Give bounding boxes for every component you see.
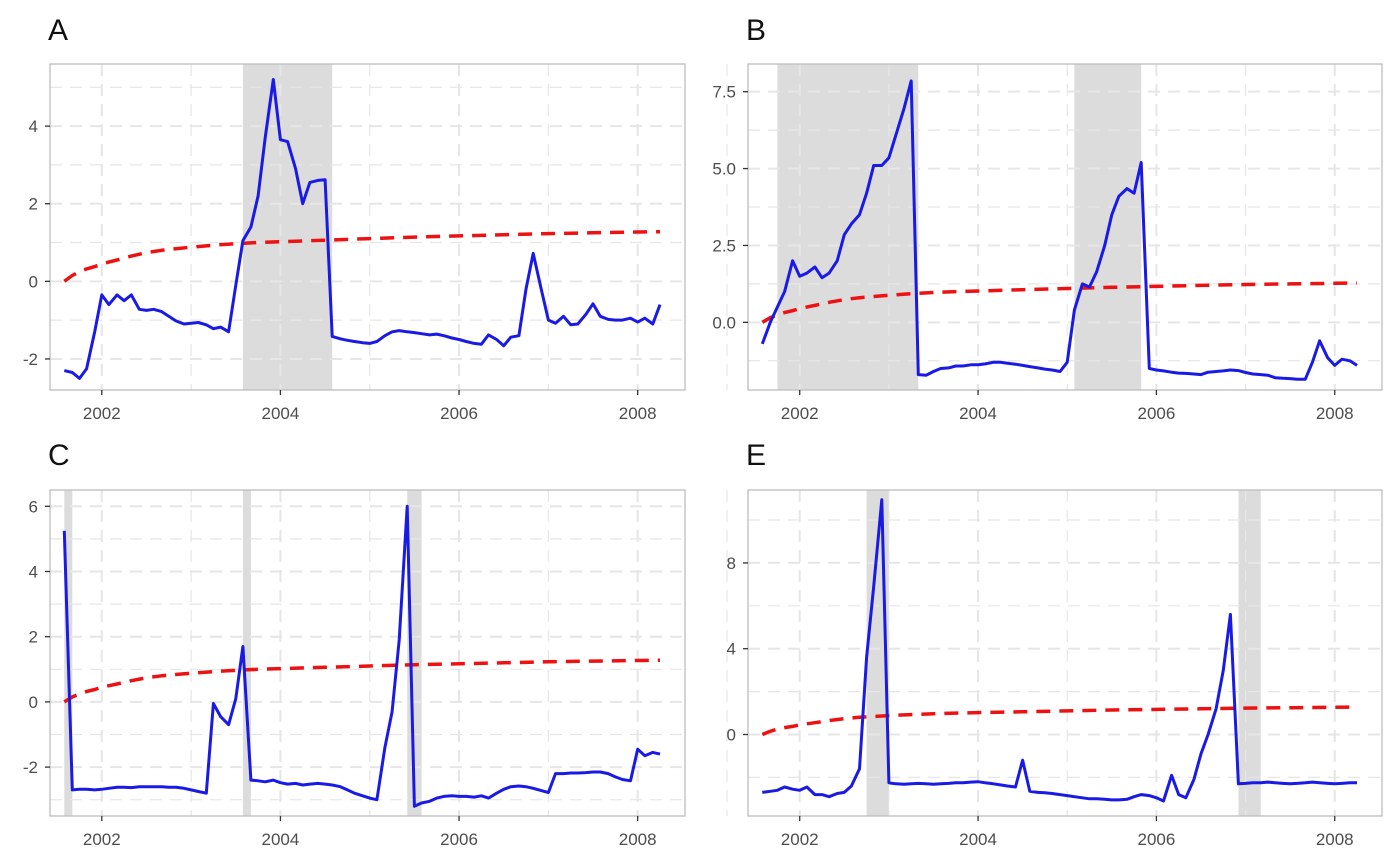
observed-line-p1 <box>760 79 1358 381</box>
x-tick-label-p2-1: 2004 <box>262 830 300 849</box>
x-tick-label-p1-3: 2008 <box>1316 404 1354 423</box>
x-tick-label-p3-0: 2002 <box>781 830 819 849</box>
panel-label-e: E <box>746 439 766 472</box>
panel-b: B 2002 2004 2006 2008 0.0 2.5 5.0 7.5 <box>712 14 1383 423</box>
y-tick-label-p2-1: 0 <box>29 693 38 712</box>
panel-a: A 2002 2004 2006 2008 -2 0 2 4 <box>23 14 728 423</box>
panel-e: E 2002 2004 2006 2008 0 4 8 <box>727 439 1383 849</box>
x-tick-label-p0-2: 2006 <box>440 404 478 423</box>
plot-c: 2002 2004 2006 2008 -2 0 2 4 6 <box>23 489 728 849</box>
plot-frame-p0 <box>49 63 686 391</box>
plot-background <box>748 490 1382 816</box>
x-tick-label-p1-1: 2004 <box>959 404 997 423</box>
shaded-period-p3-1 <box>1238 490 1261 816</box>
observed-line-p3 <box>762 498 1357 803</box>
y-tick-label-p3-1: 4 <box>727 640 736 659</box>
baseline-line-p0 <box>63 229 661 283</box>
y-tick-label-p2-2: 2 <box>29 628 38 647</box>
y-tick-label-p1-3: 7.5 <box>712 83 736 102</box>
observed-line-p2 <box>62 504 661 808</box>
plot-frame-p1 <box>747 63 1383 391</box>
plot-frame-p2 <box>49 489 686 817</box>
x-tick-label-p2-2: 2006 <box>440 830 478 849</box>
plot-e: 2002 2004 2006 2008 0 4 8 <box>727 489 1383 849</box>
plot-frame-p3 <box>747 489 1383 817</box>
y-tick-label-p2-4: 6 <box>29 497 38 516</box>
y-tick-label-p3-0: 0 <box>727 726 736 745</box>
y-tick-label-p2-0: -2 <box>23 758 38 777</box>
y-tick-label-p0-1: 0 <box>29 272 38 291</box>
shaded-period-p0-0 <box>242 64 333 390</box>
x-tick-label-p3-2: 2006 <box>1137 830 1175 849</box>
panel-label-b: B <box>746 14 766 47</box>
plot-background <box>50 490 685 816</box>
y-tick-label-p1-2: 5.0 <box>712 160 736 179</box>
x-tick-label-p0-0: 2002 <box>83 404 121 423</box>
plot-b: 2002 2004 2006 2008 0.0 2.5 5.0 7.5 <box>712 63 1383 423</box>
x-tick-label-p2-0: 2002 <box>83 830 121 849</box>
y-tick-label-p0-3: 4 <box>29 117 38 136</box>
y-tick-label-p1-1: 2.5 <box>712 236 736 255</box>
x-tick-label-p1-2: 2006 <box>1137 404 1175 423</box>
x-tick-label-p2-3: 2008 <box>619 830 657 849</box>
observed-line-p0 <box>63 78 662 380</box>
baseline-line-p2 <box>63 658 661 704</box>
y-tick-label-p0-2: 2 <box>29 195 38 214</box>
y-tick-label-p0-0: -2 <box>23 350 38 369</box>
x-tick-label-p0-3: 2008 <box>619 404 657 423</box>
panel-label-a: A <box>48 14 68 47</box>
x-tick-label-p1-0: 2002 <box>781 404 819 423</box>
y-tick-label-p3-2: 8 <box>727 554 736 573</box>
y-tick-label-p2-3: 4 <box>29 563 38 582</box>
x-tick-label-p0-1: 2004 <box>262 404 300 423</box>
panel-label-c: C <box>48 439 70 472</box>
panel-c: C 2002 2004 2006 2008 -2 0 2 4 6 <box>23 439 728 849</box>
x-tick-label-p3-1: 2004 <box>959 830 997 849</box>
plot-background <box>50 64 685 390</box>
plot-a: 2002 2004 2006 2008 -2 0 2 4 <box>23 63 728 423</box>
baseline-line-p3 <box>761 705 1358 737</box>
shaded-period-p2-1 <box>242 490 251 816</box>
baseline-line-p1 <box>761 281 1358 324</box>
y-tick-label-p1-0: 0.0 <box>712 313 736 332</box>
x-tick-label-p3-3: 2008 <box>1316 830 1354 849</box>
